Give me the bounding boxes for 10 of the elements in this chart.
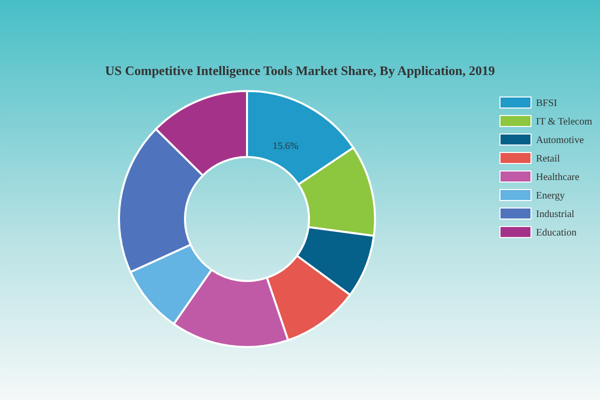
data-label: 15.6% [272, 141, 298, 152]
legend-label: Industrial [536, 209, 575, 220]
legend-label: Automotive [536, 135, 584, 146]
legend-label: BFSI [536, 98, 558, 109]
legend-label: Education [536, 228, 577, 238]
legend-label: Energy [536, 190, 565, 202]
chart-title: US Competitive Intelligence Tools Market Share, By Application, 2019 [105, 63, 496, 78]
legend-label: Healthcare [536, 172, 580, 183]
legend-label: IT & Telecom [536, 116, 592, 128]
legend-label: Retail [536, 154, 560, 164]
